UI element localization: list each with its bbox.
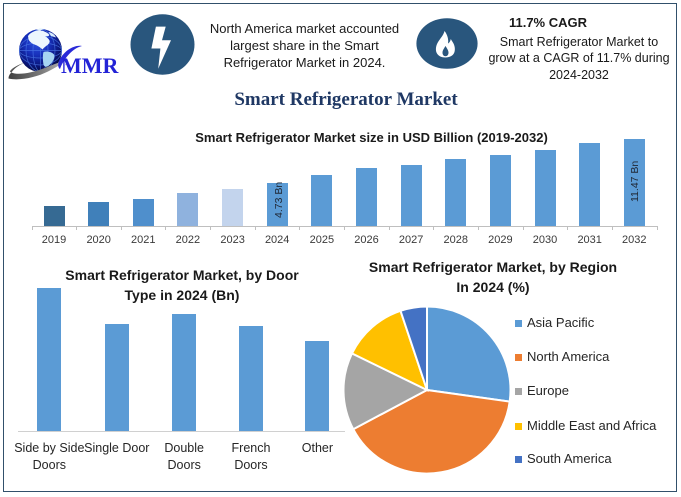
svg-text:11.47 Bn: 11.47 Bn <box>629 161 641 202</box>
svg-text:4.73 Bn: 4.73 Bn <box>273 182 285 218</box>
svg-text:MMR: MMR <box>61 53 120 78</box>
